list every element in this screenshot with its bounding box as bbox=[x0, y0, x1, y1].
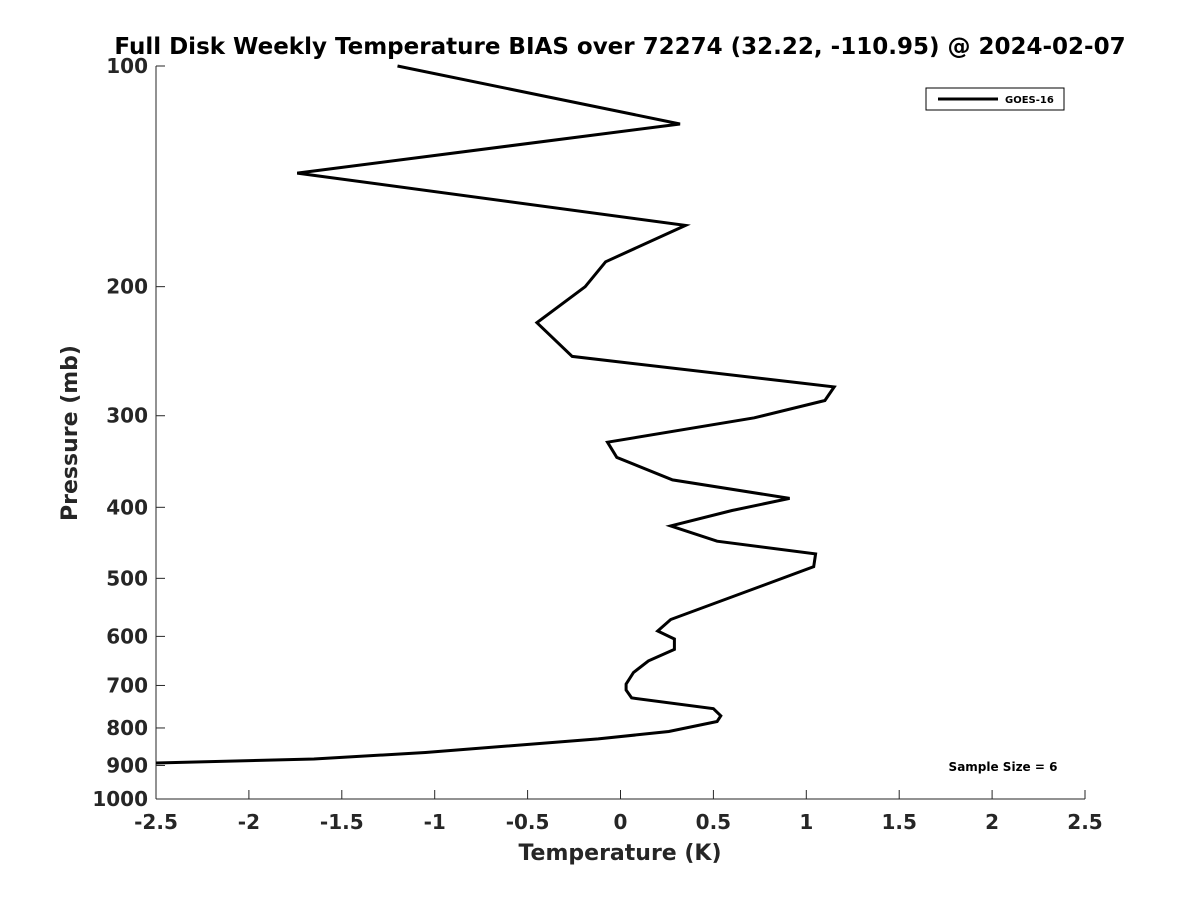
x-tick-label: -2 bbox=[238, 810, 260, 834]
x-tick-label: -1.5 bbox=[320, 810, 364, 834]
y-tick-label: 800 bbox=[106, 716, 148, 740]
x-tick-label: 0.5 bbox=[696, 810, 731, 834]
x-tick-label: 0 bbox=[614, 810, 628, 834]
y-tick-label: 600 bbox=[106, 624, 148, 648]
y-tick-label: 100 bbox=[106, 54, 148, 78]
series-layer bbox=[155, 64, 837, 765]
axes: -2.5 -2 -1.5 -1 -0.5 0 0.5 1 1.5 2 2.5 100 200 300 400… bbox=[92, 54, 1102, 834]
x-tick-label: -2.5 bbox=[134, 810, 178, 834]
x-tick-label: -0.5 bbox=[506, 810, 550, 834]
y-tick-label: 700 bbox=[106, 673, 148, 697]
x-axis-label: Temperature (K) bbox=[518, 841, 721, 866]
y-tick-label: 200 bbox=[106, 275, 148, 299]
chart-title: Full Disk Weekly Temperature BIAS over 7… bbox=[114, 34, 1125, 60]
y-tick-label: 500 bbox=[106, 566, 148, 590]
sample-size-annotation: Sample Size = 6 bbox=[949, 760, 1058, 774]
x-tick-label: 2 bbox=[985, 810, 999, 834]
y-axis-label: Pressure (mb) bbox=[58, 345, 83, 521]
x-tick-label: 2.5 bbox=[1067, 810, 1102, 834]
legend: GOES-16 bbox=[925, 87, 1065, 111]
legend-label: GOES-16 bbox=[1005, 95, 1054, 106]
y-tick-label: 400 bbox=[106, 495, 148, 519]
x-tick-label: -1 bbox=[424, 810, 446, 834]
y-tick-label: 900 bbox=[106, 753, 148, 777]
x-tick-label: 1 bbox=[799, 810, 813, 834]
y-tick-label: 300 bbox=[106, 404, 148, 428]
y-tick-label: 1000 bbox=[92, 787, 148, 811]
series-line-goes-16 bbox=[155, 64, 837, 765]
x-tick-label: 1.5 bbox=[881, 810, 916, 834]
